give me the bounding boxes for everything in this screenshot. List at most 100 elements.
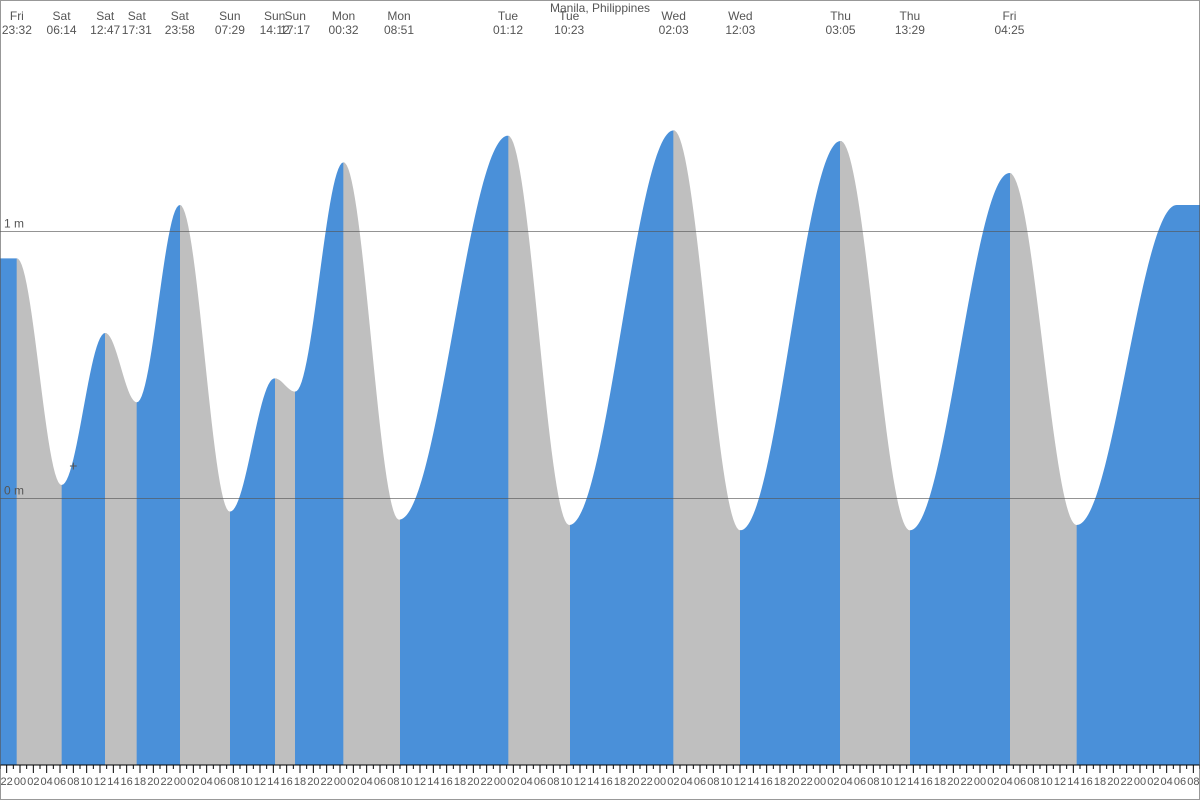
- tide-event-day: Mon: [332, 9, 355, 23]
- x-tick-label: 18: [134, 776, 146, 788]
- x-tick-label: 08: [67, 776, 79, 788]
- x-tick-label: 16: [441, 776, 453, 788]
- tide-event-time: 23:32: [2, 23, 32, 37]
- tide-event-day: Wed: [661, 9, 685, 23]
- x-tick-label: 00: [494, 776, 506, 788]
- x-tick-label: 20: [627, 776, 639, 788]
- x-tick-label: 02: [27, 776, 39, 788]
- tide-chart: 0 m1 mManila, PhilippinesFri23:32Sat06:1…: [0, 0, 1200, 800]
- x-tick-label: 16: [761, 776, 773, 788]
- tide-event-time: 10:23: [554, 23, 584, 37]
- x-tick-label: 02: [187, 776, 199, 788]
- tide-rising-area: [570, 130, 675, 765]
- tide-falling-area: [17, 258, 64, 765]
- x-tick-label: 06: [854, 776, 866, 788]
- tide-event-day: Sat: [53, 9, 72, 23]
- x-tick-label: 18: [454, 776, 466, 788]
- tide-event-day: Thu: [900, 9, 921, 23]
- x-tick-label: 18: [294, 776, 306, 788]
- x-tick-label: 06: [694, 776, 706, 788]
- y-axis-label: 0 m: [4, 483, 24, 497]
- x-tick-label: 00: [334, 776, 346, 788]
- x-tick-label: 20: [947, 776, 959, 788]
- tide-rising-area: [295, 162, 345, 765]
- x-tick-label: 12: [734, 776, 746, 788]
- x-tick-label: 22: [961, 776, 973, 788]
- x-tick-label: 22: [1, 776, 13, 788]
- x-tick-label: 12: [254, 776, 266, 788]
- x-tick-label: 16: [121, 776, 133, 788]
- tide-event-day: Sat: [171, 9, 190, 23]
- x-tick-label: 22: [1121, 776, 1133, 788]
- tide-event-labels: Fri23:32Sat06:14Sat12:47Sat17:31Sat23:58…: [2, 9, 1025, 37]
- x-tick-label: 06: [1174, 776, 1186, 788]
- x-tick-label: 10: [721, 776, 733, 788]
- x-tick-label: 12: [94, 776, 106, 788]
- x-tick-label: 16: [281, 776, 293, 788]
- tide-rising-area: [910, 173, 1012, 765]
- x-tick-label: 08: [547, 776, 559, 788]
- x-tick-label: 08: [227, 776, 239, 788]
- x-tick-label: 12: [894, 776, 906, 788]
- tide-event-day: Thu: [830, 9, 851, 23]
- x-tick-label: 18: [1094, 776, 1106, 788]
- x-tick-label: 16: [1081, 776, 1093, 788]
- x-tick-label: 10: [241, 776, 253, 788]
- x-tick-label: 06: [1014, 776, 1026, 788]
- x-tick-label: 14: [107, 776, 119, 788]
- x-tick-label: 10: [81, 776, 93, 788]
- x-axis: 2200020406081012141618202200020406081012…: [0, 765, 1200, 788]
- x-tick-label: 08: [1187, 776, 1199, 788]
- x-tick-label: 20: [1107, 776, 1119, 788]
- x-tick-label: 02: [987, 776, 999, 788]
- x-tick-label: 20: [787, 776, 799, 788]
- tide-event-time: 04:25: [994, 23, 1024, 37]
- tide-falling-area: [180, 205, 232, 765]
- x-tick-label: 00: [174, 776, 186, 788]
- x-tick-label: 04: [201, 776, 213, 788]
- x-tick-label: 04: [1161, 776, 1173, 788]
- x-tick-label: 08: [1027, 776, 1039, 788]
- tide-falling-area: [343, 162, 401, 765]
- x-tick-label: 10: [1041, 776, 1053, 788]
- x-tick-label: 20: [467, 776, 479, 788]
- x-tick-label: 20: [307, 776, 319, 788]
- x-tick-label: 12: [414, 776, 426, 788]
- x-tick-label: 18: [774, 776, 786, 788]
- x-tick-label: 04: [681, 776, 693, 788]
- tide-event-day: Sat: [128, 9, 147, 23]
- x-tick-label: 08: [867, 776, 879, 788]
- x-tick-label: 04: [361, 776, 373, 788]
- x-tick-label: 00: [814, 776, 826, 788]
- tide-event-day: Sat: [96, 9, 115, 23]
- x-tick-label: 22: [801, 776, 813, 788]
- x-tick-label: 00: [14, 776, 26, 788]
- tide-rising-area: [0, 258, 18, 765]
- tide-event-day: Fri: [10, 9, 24, 23]
- x-tick-label: 22: [161, 776, 173, 788]
- x-tick-label: 10: [561, 776, 573, 788]
- x-tick-label: 06: [54, 776, 66, 788]
- x-tick-label: 02: [1147, 776, 1159, 788]
- x-tick-label: 14: [1067, 776, 1079, 788]
- x-tick-label: 22: [641, 776, 653, 788]
- tide-rising-area: [62, 333, 107, 765]
- x-tick-label: 06: [374, 776, 386, 788]
- x-tick-label: 10: [881, 776, 893, 788]
- tide-event-time: 02:03: [659, 23, 689, 37]
- tide-event-time: 17:31: [122, 23, 152, 37]
- x-tick-label: 04: [521, 776, 533, 788]
- x-tick-label: 22: [321, 776, 333, 788]
- tide-event-day: Sun: [264, 9, 285, 23]
- tide-event-day: Mon: [387, 9, 410, 23]
- y-axis-label: 1 m: [4, 217, 24, 231]
- tide-event-time: 07:29: [215, 23, 245, 37]
- x-tick-label: 06: [214, 776, 226, 788]
- tide-rising-area: [230, 378, 277, 765]
- tide-event-day: Tue: [498, 9, 519, 23]
- x-tick-label: 14: [587, 776, 599, 788]
- x-tick-label: 10: [401, 776, 413, 788]
- x-tick-label: 12: [1054, 776, 1066, 788]
- tide-rising-area: [137, 205, 182, 765]
- x-tick-label: 04: [841, 776, 853, 788]
